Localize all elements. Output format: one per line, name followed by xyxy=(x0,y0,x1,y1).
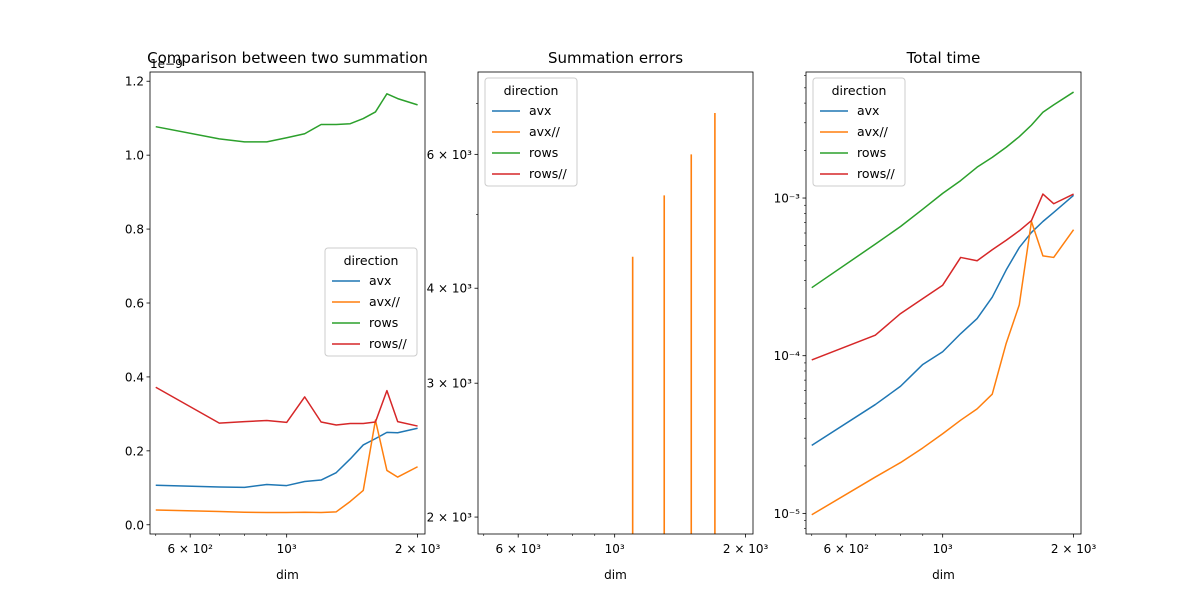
plot-frame xyxy=(149,71,426,535)
legend-box xyxy=(484,77,578,187)
legend-entry: rows// xyxy=(529,166,567,181)
y-tick-label: 2 × 10³ xyxy=(427,511,473,525)
x-tick-label: 6 × 10³ xyxy=(495,542,541,556)
y-tick-label: 0.4 xyxy=(125,370,144,384)
x-axis-label: dim xyxy=(932,568,955,582)
chart-panel-1: 6 × 10² 10³ 2 × 10³ 0.0 0.2 0.4 0.6 0.8 1.0 1.2Co… xyxy=(125,49,441,582)
legend-entry: rows// xyxy=(369,336,407,351)
y-tick-label: 10⁻⁵ xyxy=(774,507,801,521)
legend-title: direction xyxy=(504,83,559,98)
legend-title: direction xyxy=(832,83,887,98)
x-axis-label: dim xyxy=(276,568,299,582)
x-axis-label: dim xyxy=(604,568,627,582)
legend-entry: avx xyxy=(857,103,879,118)
y-tick-label: 3 × 10³ xyxy=(427,377,473,391)
y-tick-label: 1.0 xyxy=(125,149,144,163)
y-tick-label: 0.2 xyxy=(125,444,144,458)
series-line-avx xyxy=(155,427,418,489)
legend-entry: rows xyxy=(857,145,886,160)
chart-panel-2: 6 × 10³ 10³ 2 × 10³ 2 × 10³ 3 × 10³ 4 × 10³ 6 … xyxy=(427,49,769,582)
legend-entry: avx// xyxy=(369,294,401,309)
plot-frame xyxy=(477,71,754,535)
legend: direction avx avx// rows rows// xyxy=(324,247,418,357)
plot-frame xyxy=(805,71,1082,535)
series-line-avx xyxy=(811,194,1075,447)
y-multiplier-label: 1e−9 xyxy=(150,57,183,71)
chart-title: Total time xyxy=(906,49,981,67)
x-tick-label: 10³ xyxy=(933,542,953,556)
x-tick-label: 2 × 10³ xyxy=(1051,542,1097,556)
y-tick-label: 0.0 xyxy=(125,518,144,532)
legend-title: direction xyxy=(344,253,399,268)
y-tick-label: 4 × 10³ xyxy=(427,282,473,296)
legend-box xyxy=(812,77,906,187)
x-tick-label: 10³ xyxy=(605,542,625,556)
legend-entry: rows// xyxy=(857,166,895,181)
series-line-rows xyxy=(155,93,418,143)
legend-entry: rows xyxy=(529,145,558,160)
series-line-rows xyxy=(155,386,418,427)
x-tick-label: 6 × 10² xyxy=(167,542,213,556)
y-tick-label: 6 × 10³ xyxy=(427,148,473,162)
y-tick-label: 0.8 xyxy=(125,223,144,237)
x-tick-label: 2 × 10³ xyxy=(723,542,769,556)
chart-title: Comparison between two summation xyxy=(147,49,428,67)
y-tick-label: 10⁻⁴ xyxy=(774,349,801,363)
legend-entry: avx// xyxy=(857,124,889,139)
series-line-rows xyxy=(811,91,1074,289)
legend-box xyxy=(324,247,418,357)
series-line-avx xyxy=(811,220,1075,516)
legend-entry: avx xyxy=(369,273,391,288)
legend-entry: avx// xyxy=(529,124,561,139)
legend: direction avx avx// rows rows// xyxy=(812,77,906,187)
y-tick-label: 1.2 xyxy=(125,75,144,89)
series-line-avx xyxy=(155,419,418,514)
legend-entry: rows xyxy=(369,315,398,330)
legend-entry: avx xyxy=(529,103,551,118)
x-tick-label: 6 × 10² xyxy=(823,542,869,556)
series-line-rows xyxy=(811,193,1074,361)
y-tick-label: 0.6 xyxy=(125,297,144,311)
x-tick-label: 2 × 10³ xyxy=(395,542,441,556)
x-tick-label: 10³ xyxy=(277,542,297,556)
y-tick-label: 10⁻³ xyxy=(774,192,801,206)
chart-title: Summation errors xyxy=(548,49,683,67)
legend: direction avx avx// rows rows// xyxy=(484,77,578,187)
